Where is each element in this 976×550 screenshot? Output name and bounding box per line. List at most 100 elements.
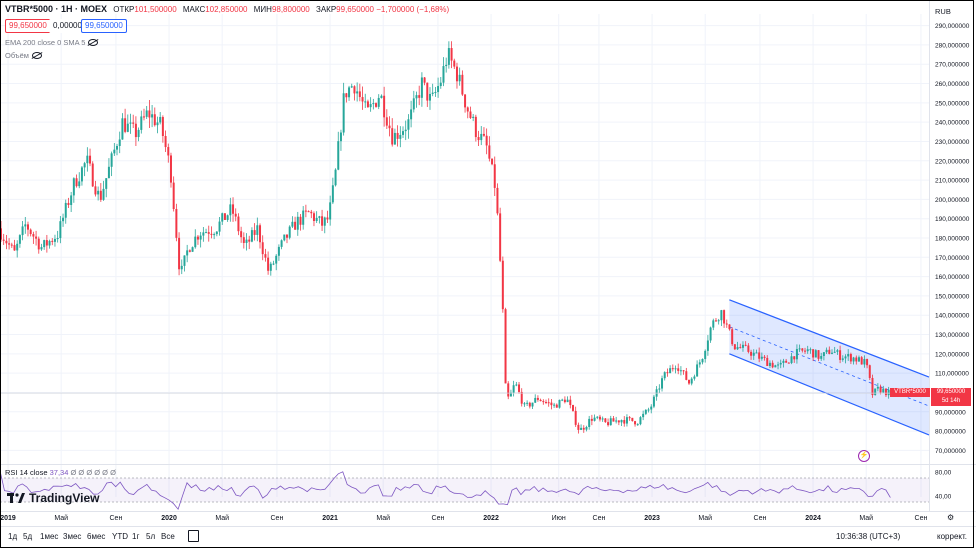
candle-body xyxy=(45,240,48,246)
x-tick-label: Сен xyxy=(915,515,928,522)
candle-body xyxy=(369,104,372,108)
candle-body xyxy=(571,405,574,411)
candle-body xyxy=(137,129,140,138)
candle-body xyxy=(536,397,539,400)
sell-button[interactable]: 99,650000 xyxy=(5,19,51,33)
candle-body xyxy=(466,107,469,112)
candle-body xyxy=(666,372,669,374)
candle-body xyxy=(99,190,102,200)
candle-body xyxy=(412,98,415,110)
symbol-header: VTBR*5000 · 1H · MOEX ОТКР101,500000 МАК… xyxy=(5,4,449,14)
candle-body xyxy=(806,349,809,352)
timeframe-6m[interactable]: 6мес xyxy=(87,532,106,541)
clock[interactable]: 10:36:38 (UTC+3) xyxy=(836,532,901,541)
timeframe-ytd[interactable]: YTD xyxy=(112,532,128,541)
candle-body xyxy=(623,420,626,424)
candle-body xyxy=(841,358,844,360)
candle-body xyxy=(728,324,731,330)
candle-body xyxy=(264,254,267,258)
candle-body xyxy=(372,103,375,105)
high-value: 102,850000 xyxy=(205,5,248,14)
candle-body xyxy=(464,94,467,108)
candle-body xyxy=(482,133,485,136)
timeframe-1y[interactable]: 1г xyxy=(132,532,140,541)
candle-body xyxy=(213,234,216,236)
candle-body xyxy=(604,418,607,423)
candle-body xyxy=(64,202,67,218)
candle-body xyxy=(685,371,688,380)
candle-body xyxy=(704,350,707,360)
close-label: ЗАКР xyxy=(316,5,337,14)
candle-body xyxy=(706,340,709,351)
candle-body xyxy=(768,362,771,367)
timeframe-1d[interactable]: 1д xyxy=(8,532,18,541)
y-tick-label: 150,000000 xyxy=(935,293,970,300)
candle-body xyxy=(620,420,623,423)
candle-body xyxy=(558,399,561,408)
candle-body xyxy=(766,357,769,367)
candle-body xyxy=(652,396,655,407)
x-tick-label: 2024 xyxy=(805,515,821,522)
y-tick-label: 80,000000 xyxy=(935,429,966,436)
timeframe-1m[interactable]: 1мес xyxy=(40,532,59,541)
candle-body xyxy=(828,349,831,354)
candle-body xyxy=(793,356,796,360)
candle-body xyxy=(590,418,593,421)
buy-button[interactable]: 99,650000 xyxy=(81,19,127,33)
candle-body xyxy=(817,350,820,359)
tradingview-logo[interactable]: TradingView xyxy=(7,491,99,505)
candle-body xyxy=(779,362,782,365)
timeframe-5y[interactable]: 5л xyxy=(146,532,156,541)
symbol-title[interactable]: VTBR*5000 · 1H · MOEX xyxy=(5,4,108,14)
timeframe-all[interactable]: Все xyxy=(161,532,175,541)
eye-hidden-icon[interactable] xyxy=(88,39,99,46)
y-tick-label: 280,000000 xyxy=(935,42,970,49)
candle-body xyxy=(415,95,418,99)
candle-body xyxy=(105,178,108,189)
candle-body xyxy=(804,350,807,352)
adjustment-toggle[interactable]: коррект. xyxy=(937,532,967,541)
candle-body xyxy=(366,101,369,108)
candle-body xyxy=(720,310,723,321)
candle-body xyxy=(97,190,100,195)
lightning-icon[interactable]: ⚡ xyxy=(858,450,870,462)
eye-hidden-icon[interactable] xyxy=(31,52,42,59)
candle-body xyxy=(129,122,132,124)
candle-body xyxy=(679,370,682,372)
candle-body xyxy=(688,379,691,384)
candle-body xyxy=(528,402,531,407)
candle-body xyxy=(37,238,40,250)
candle-body xyxy=(388,125,391,129)
rsi-legend[interactable]: RSI 14 close 37,34 Ø Ø Ø Ø Ø Ø xyxy=(5,468,116,477)
candle-body xyxy=(304,210,307,212)
candle-body xyxy=(733,344,736,350)
candle-body xyxy=(547,402,550,404)
candle-body xyxy=(267,257,270,271)
candle-body xyxy=(339,132,342,142)
candle-body xyxy=(884,388,887,396)
regression-channel-fill xyxy=(729,299,929,435)
axis-settings-icon[interactable]: ⚙ xyxy=(947,513,955,522)
y-tick-label: 290,000000 xyxy=(935,23,970,30)
y-tick-label: 160,000000 xyxy=(935,274,970,281)
candle-body xyxy=(43,240,46,248)
timeframe-3m[interactable]: 3мес xyxy=(63,532,82,541)
candle-body xyxy=(342,93,345,133)
candle-body xyxy=(10,244,13,246)
candle-body xyxy=(518,384,521,392)
ema-legend[interactable]: EMA 200 close 0 SMA 5 xyxy=(5,38,99,47)
candle-body xyxy=(428,93,431,101)
candle-body xyxy=(145,110,148,117)
candle-body xyxy=(758,352,761,359)
candle-body xyxy=(580,427,583,430)
candle-body xyxy=(874,388,877,396)
candle-body xyxy=(232,204,235,214)
candle-body xyxy=(777,364,780,366)
volume-legend[interactable]: Объём xyxy=(5,51,42,60)
timeframe-5d[interactable]: 5д xyxy=(23,532,33,541)
candle-body xyxy=(121,118,124,140)
currency-label[interactable]: RUB xyxy=(935,7,951,16)
candle-body xyxy=(545,401,548,403)
date-range-icon[interactable] xyxy=(188,530,199,542)
